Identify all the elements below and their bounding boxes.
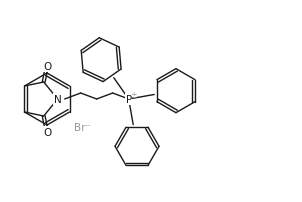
Text: N: N [54, 95, 62, 104]
Text: ±: ± [130, 90, 137, 99]
Text: O: O [43, 127, 52, 137]
Text: O: O [43, 62, 52, 72]
Text: P: P [126, 95, 132, 104]
Text: Br⁻: Br⁻ [74, 122, 91, 132]
